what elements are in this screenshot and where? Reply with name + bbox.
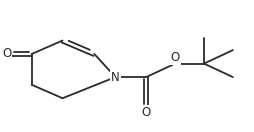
Text: O: O [2, 48, 11, 60]
Text: O: O [170, 51, 180, 64]
Text: N: N [111, 71, 120, 84]
Text: O: O [142, 106, 151, 119]
